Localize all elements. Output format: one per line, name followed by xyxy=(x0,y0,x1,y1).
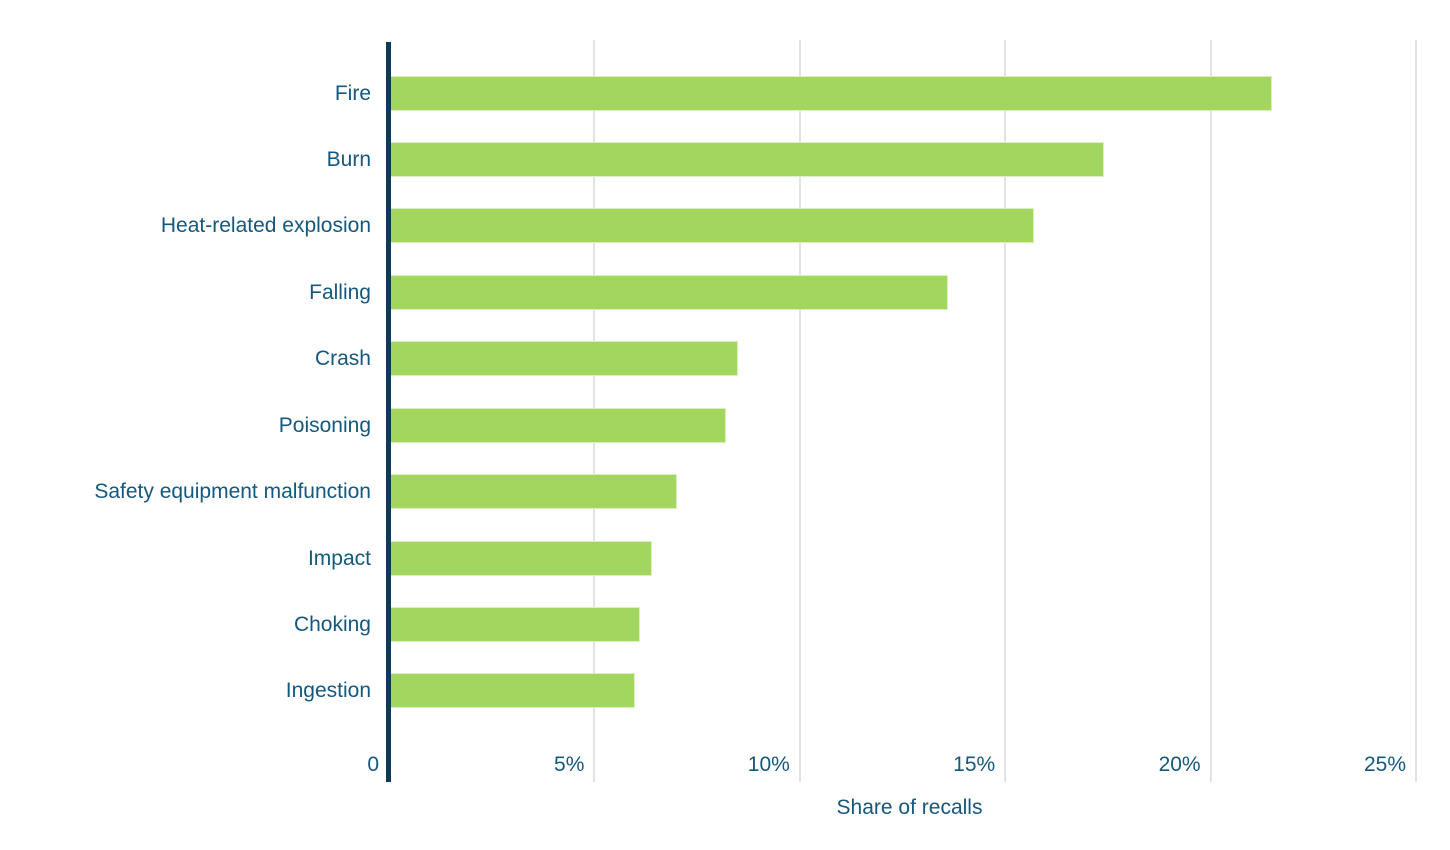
x-tick-label: 15% xyxy=(953,753,996,776)
category-label: Crash xyxy=(314,347,371,371)
category-label: Poisoning xyxy=(278,413,371,437)
category-label: Burn xyxy=(326,147,371,171)
category-label: Impact xyxy=(307,546,371,570)
x-tick-label: 0 xyxy=(367,753,379,776)
x-axis-title: Share of recalls xyxy=(836,796,983,819)
bar xyxy=(389,208,1034,244)
category-label: Heat-related explosion xyxy=(160,214,371,238)
x-tick-label: 20% xyxy=(1158,753,1201,776)
bar xyxy=(389,407,726,443)
category-label: Ingestion xyxy=(285,679,371,703)
gridline-15 xyxy=(1004,40,1007,782)
bar xyxy=(389,673,636,709)
bar xyxy=(389,274,948,310)
category-label: Safety equipment malfunction xyxy=(94,480,371,504)
gridline-25 xyxy=(1415,40,1417,782)
bar xyxy=(389,341,739,377)
y-axis-line xyxy=(386,42,391,782)
gridline-10 xyxy=(798,40,801,782)
x-tick-label: 25% xyxy=(1363,753,1406,776)
gridline-20 xyxy=(1209,40,1212,782)
bar xyxy=(389,141,1104,177)
category-label: Fire xyxy=(334,81,371,105)
x-tick-label: 5% xyxy=(554,753,585,776)
category-label: Falling xyxy=(309,280,371,304)
bar xyxy=(389,540,652,576)
x-tick-label: 10% xyxy=(747,753,790,776)
bar xyxy=(389,474,677,510)
bar xyxy=(389,607,640,643)
bar xyxy=(389,75,1273,111)
category-label: Choking xyxy=(293,613,371,637)
